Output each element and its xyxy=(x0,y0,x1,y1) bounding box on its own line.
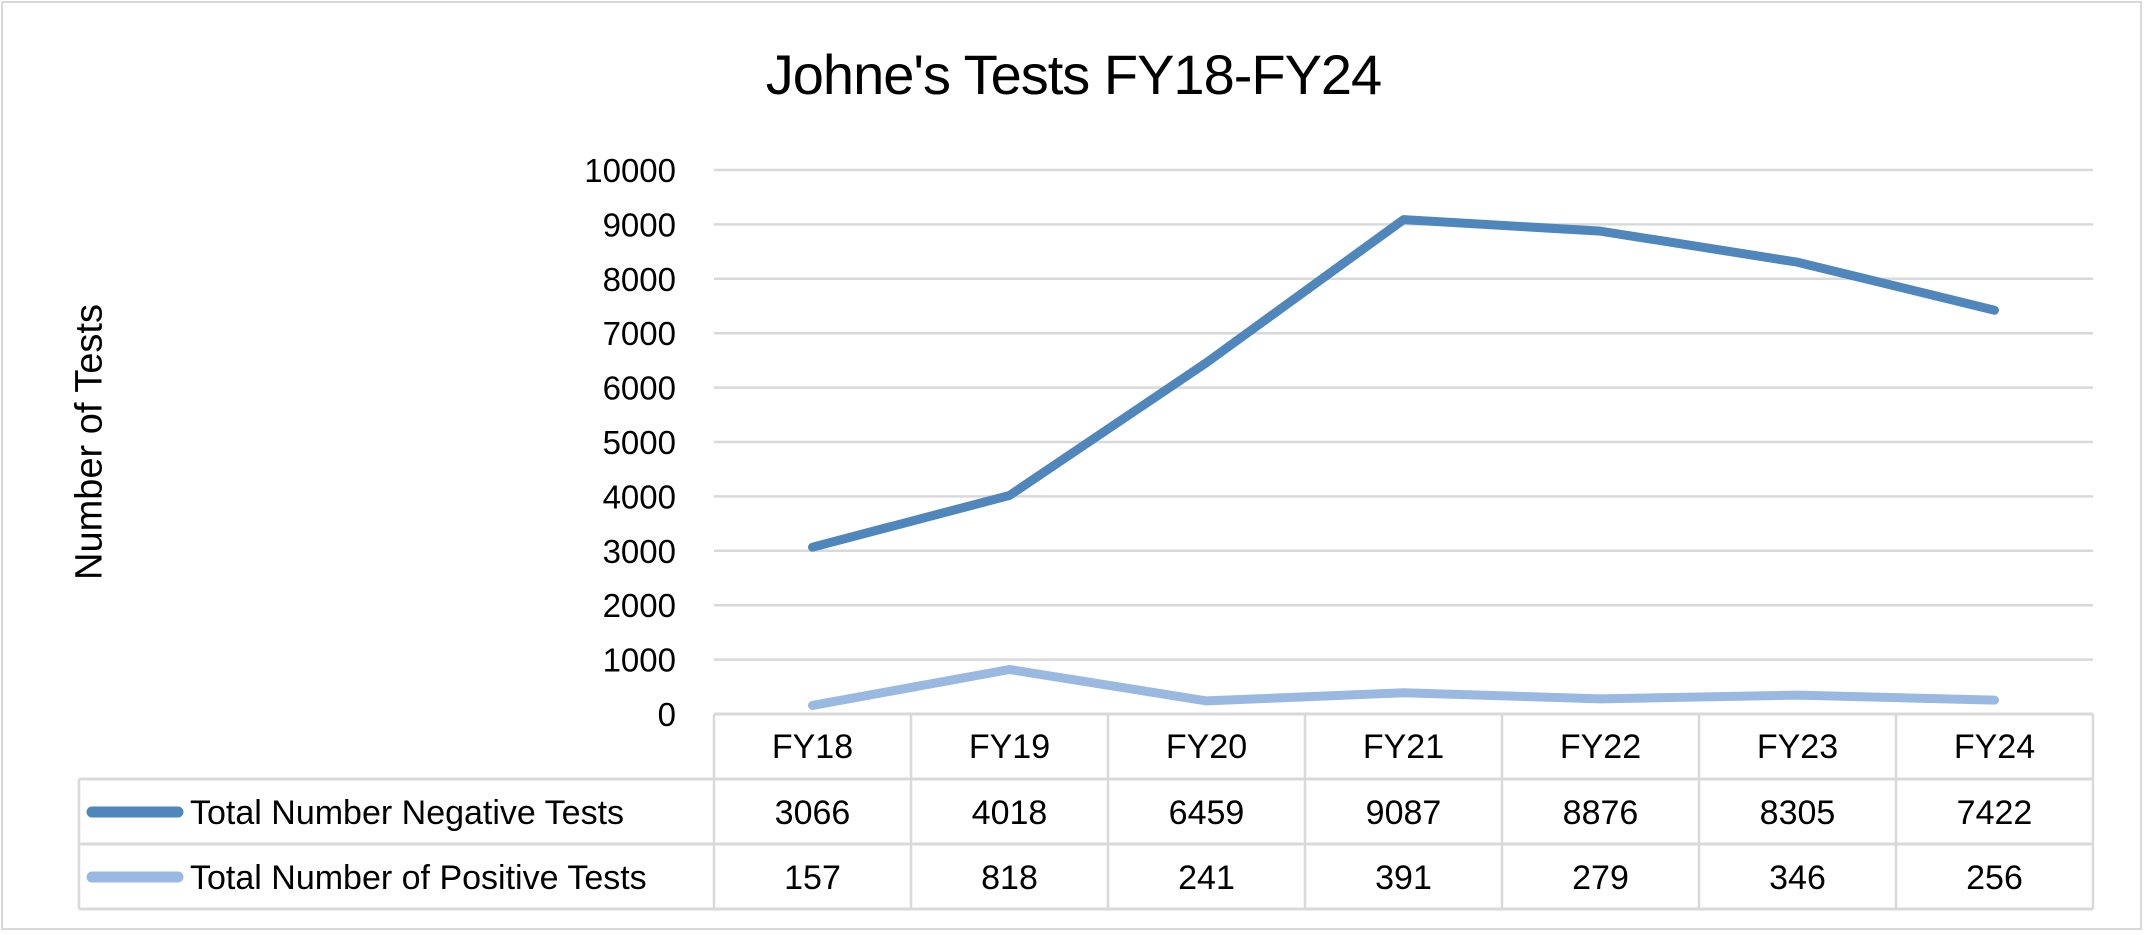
y-tick-label: 6000 xyxy=(603,370,676,407)
x-category-label: FY21 xyxy=(1363,728,1444,766)
x-category-label: FY24 xyxy=(1954,728,2035,766)
y-tick-label: 7000 xyxy=(603,315,676,352)
y-tick-label: 5000 xyxy=(603,424,676,461)
table-cell-value: 241 xyxy=(1178,859,1235,897)
series-line xyxy=(808,665,1999,710)
x-category-label: FY19 xyxy=(969,728,1050,766)
x-category-label: FY20 xyxy=(1166,728,1247,766)
table-cell-value: 256 xyxy=(1966,859,2023,897)
table-cell-value: 9087 xyxy=(1366,794,1442,832)
gridlines xyxy=(714,168,2093,661)
y-tick-label: 10000 xyxy=(584,152,676,189)
table-cell-value: 346 xyxy=(1769,859,1826,897)
legend-label: Total Number of Positive Tests xyxy=(190,859,647,897)
x-category-label: FY23 xyxy=(1757,728,1838,766)
table-cell-value: 3066 xyxy=(775,794,851,832)
table-cell-value: 8305 xyxy=(1760,794,1836,832)
chart-title: Johne's Tests FY18-FY24 xyxy=(765,43,1382,106)
y-tick-label: 0 xyxy=(658,696,676,733)
y-axis-ticks: 0 1000 2000 3000 4000 5000 6000 7000 8000 9000 100… xyxy=(584,152,676,733)
y-tick-label: 9000 xyxy=(603,206,676,243)
x-category-label: FY18 xyxy=(772,728,853,766)
table-cell-value: 8876 xyxy=(1563,794,1639,832)
y-tick-label: 2000 xyxy=(603,587,676,624)
data-table: FY18 FY19 FY20 FY21 FY22 FY23 FY24 Total Number… xyxy=(77,712,2095,911)
y-tick-label: 3000 xyxy=(603,533,676,570)
table-cell-value: 7422 xyxy=(1957,794,2033,832)
table-cell-value: 6459 xyxy=(1169,794,1245,832)
legend-label: Total Number Negative Tests xyxy=(190,794,624,832)
table-cell-value: 157 xyxy=(784,859,841,897)
table-cell-value: 391 xyxy=(1375,859,1432,897)
y-tick-label: 4000 xyxy=(603,478,676,515)
x-category-label: FY22 xyxy=(1560,728,1641,766)
series-lines xyxy=(808,215,1999,710)
y-tick-label: 8000 xyxy=(603,261,676,298)
table-cell-value: 818 xyxy=(981,859,1038,897)
table-cell-value: 4018 xyxy=(972,794,1048,832)
y-tick-label: 1000 xyxy=(603,642,676,679)
table-cell-value: 279 xyxy=(1572,859,1629,897)
series-line xyxy=(808,215,1999,552)
